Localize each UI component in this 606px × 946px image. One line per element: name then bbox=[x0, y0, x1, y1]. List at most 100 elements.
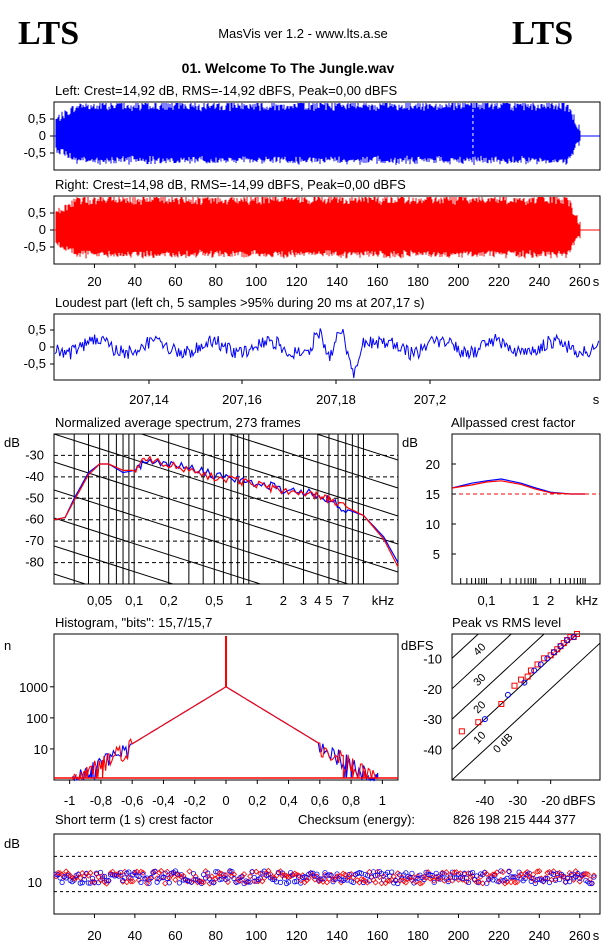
time-tick-label: 160 bbox=[367, 274, 389, 289]
histogram-ytick-label: 1000 bbox=[19, 680, 48, 695]
loudest-title: Loudest part (left ch, 5 samples >95% du… bbox=[55, 295, 425, 310]
crest-tick-label: 120 bbox=[286, 928, 308, 943]
crest-point-red bbox=[137, 868, 145, 875]
spectrum-tick-label: 0,5 bbox=[205, 593, 223, 608]
crest-point-red bbox=[73, 874, 80, 881]
crest-point-red bbox=[259, 878, 266, 885]
crest-point-red bbox=[121, 868, 128, 875]
histogram-ylabel: n bbox=[4, 638, 11, 653]
crest-point-red bbox=[186, 868, 193, 875]
spectrum-slope bbox=[139, 434, 398, 517]
crest-point-blue bbox=[126, 869, 132, 875]
crest-point-red bbox=[576, 878, 583, 885]
crest-point-red bbox=[370, 876, 377, 883]
crest-point-red bbox=[71, 875, 78, 882]
spectrum-tick-label: 0,05 bbox=[87, 593, 112, 608]
left_waveform-ytick-label: -0,5 bbox=[24, 145, 46, 160]
crest-point-blue bbox=[59, 879, 65, 886]
crest-point-red bbox=[509, 874, 517, 881]
crest-point-red bbox=[514, 878, 521, 886]
allpassed-tick-label: 1 bbox=[532, 593, 539, 608]
crest-tick-label: 180 bbox=[407, 928, 429, 943]
peakrms-title: Peak vs RMS level bbox=[452, 615, 561, 630]
allpassed-ytick-label: 5 bbox=[433, 547, 440, 562]
crest-point-red bbox=[241, 871, 248, 878]
crest-point-blue bbox=[567, 879, 573, 885]
crest-point-red bbox=[281, 871, 288, 879]
crest-point-red bbox=[552, 876, 559, 883]
peakrms-point-red bbox=[475, 719, 482, 726]
crest-point-blue bbox=[556, 876, 563, 883]
crest-point-red bbox=[360, 876, 367, 883]
spectrum-slope bbox=[54, 517, 263, 584]
crest-point-blue bbox=[245, 879, 251, 885]
crest-point-blue bbox=[451, 875, 457, 881]
crest-point-red bbox=[330, 876, 337, 883]
spectrum-ytick-label: -60 bbox=[25, 512, 44, 527]
peakrms-diag-label: 0 dB bbox=[491, 731, 515, 755]
allpassed-series-right bbox=[451, 480, 586, 495]
time-tick-label: 140 bbox=[326, 274, 348, 289]
crest-tick-label: 40 bbox=[128, 928, 142, 943]
time-tick-label: 180 bbox=[407, 274, 429, 289]
allpassed-ylabel: dB bbox=[402, 435, 418, 450]
crest-point-blue bbox=[320, 876, 326, 882]
peakrms-point-blue bbox=[481, 716, 488, 723]
left_waveform-envelope bbox=[55, 103, 581, 165]
crest-point-red bbox=[172, 876, 179, 883]
spectrum-ytick-label: -70 bbox=[25, 533, 44, 548]
crest-point-red bbox=[364, 879, 371, 886]
crest-point-red bbox=[483, 870, 490, 878]
crest-point-blue bbox=[526, 870, 532, 876]
crest-point-red bbox=[253, 868, 260, 875]
spectrum-tick-label: 2 bbox=[280, 593, 287, 608]
crest-point-red bbox=[336, 873, 343, 880]
crest-point-red bbox=[139, 869, 147, 876]
crest-point-red bbox=[512, 879, 519, 886]
spectrum-tick-label: 1 bbox=[245, 593, 252, 608]
logo-right: LTS bbox=[512, 15, 573, 52]
crest-point-blue bbox=[542, 876, 549, 882]
crest-ylabel: dB bbox=[4, 836, 20, 851]
crest-point-red bbox=[299, 872, 306, 879]
time-tick-label: 20 bbox=[87, 274, 101, 289]
histogram-series-right bbox=[72, 686, 378, 781]
peakrms-point-red bbox=[554, 646, 561, 653]
logo-left: LTS bbox=[18, 15, 79, 52]
crest-point-red bbox=[323, 879, 331, 886]
crest-point-red bbox=[437, 874, 444, 881]
allpassed-ytick-label: 10 bbox=[426, 517, 440, 532]
crest-point-blue bbox=[403, 870, 409, 876]
crest-point-blue bbox=[591, 874, 597, 880]
peakrms-point-red bbox=[573, 631, 580, 637]
crest-point-red bbox=[418, 879, 426, 886]
crest-point-red bbox=[283, 872, 290, 879]
left_waveform-ytick-label: 0 bbox=[39, 128, 46, 143]
time-tick-label: 100 bbox=[245, 274, 267, 289]
crest-point-blue bbox=[546, 879, 553, 886]
crest-ytick-label: 10 bbox=[28, 875, 42, 890]
crest-point-red bbox=[125, 874, 132, 881]
crest-point-red bbox=[425, 869, 432, 876]
crest-point-red bbox=[568, 872, 575, 879]
crest-point-blue bbox=[429, 872, 435, 879]
spectrum-tick-label: kHz bbox=[372, 593, 394, 608]
crest-point-red bbox=[366, 868, 373, 875]
crest-point-red bbox=[394, 870, 401, 877]
crest-point-red bbox=[230, 871, 238, 878]
crest-point-blue bbox=[437, 876, 443, 882]
crest-point-red bbox=[311, 876, 318, 883]
crest-point-blue bbox=[101, 873, 108, 880]
crest-point-red bbox=[226, 868, 233, 876]
peakrms-point-red bbox=[458, 728, 465, 735]
crest-point-red bbox=[582, 870, 589, 877]
crest-point-blue bbox=[166, 880, 172, 886]
time-tick-label: 240 bbox=[528, 274, 550, 289]
histogram-tick-label: -0,6 bbox=[121, 793, 143, 808]
crest-point-red bbox=[350, 874, 357, 881]
left_waveform-ytick-label: 0,5 bbox=[28, 111, 46, 126]
crest-point-red bbox=[465, 870, 472, 877]
time-tick-label: s bbox=[593, 274, 600, 289]
crest-point-red bbox=[192, 873, 199, 880]
crest-point-red bbox=[358, 875, 365, 883]
